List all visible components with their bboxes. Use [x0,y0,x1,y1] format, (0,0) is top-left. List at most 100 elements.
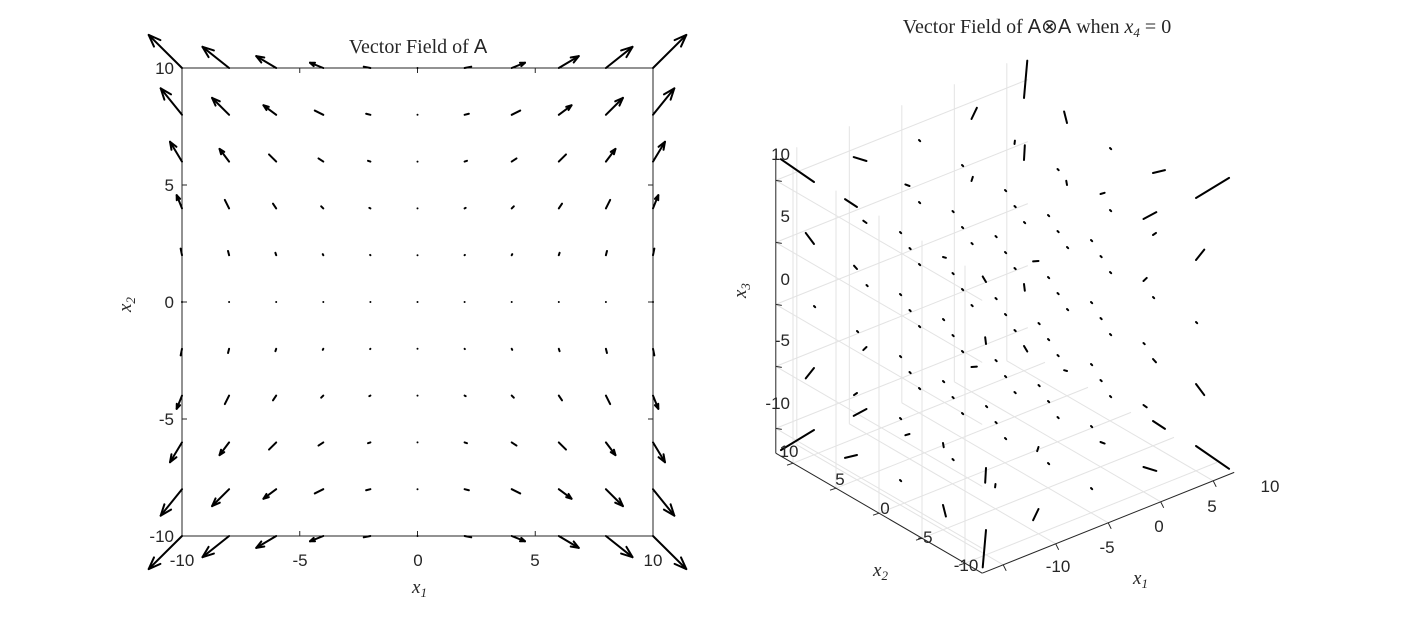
chart2-y-tick [829,487,837,491]
chart2-arrow [1047,462,1051,466]
chart2-gridline [775,141,1028,243]
chart1-arrow [317,441,325,447]
chart2-arrow [1109,147,1113,151]
chart1-arrow [604,535,634,559]
chart2-x-tick-label: -10 [1046,557,1071,576]
chart2-arrow [1013,267,1017,271]
chart1-arrow [510,347,514,351]
chart2-arrow [1036,446,1040,453]
chart2-arrow [994,421,998,425]
chart1-arrow [557,394,563,402]
chart1-arrow [463,206,467,210]
chart1-arrow [652,247,656,257]
chart2-arrow [981,275,987,283]
chart2-arrow [1004,313,1008,317]
chart2-gridline [1006,360,1214,482]
chart1-arrow [169,441,183,464]
chart1-x-tick-labels: -10 -5 0 5 10 [170,551,663,570]
chart1-arrow [201,535,231,559]
chart2-arrow [813,305,817,309]
chart1-arrow [211,96,231,116]
chart1-arrow [557,488,573,500]
chart1-arrow [510,253,514,257]
chart2-arrow [942,256,947,259]
chart2-arrow [1013,205,1017,209]
chart2-x-tick-labels: -10 -5 0 5 10 [1046,477,1280,576]
chart1-arrow [175,194,183,210]
chart2-arrow [862,219,868,224]
chart2-arrow [918,325,922,329]
chart2-arrow [961,288,965,292]
chart1-arrow [147,33,183,69]
chart2-arrows [779,59,1231,569]
chart2-arrow [1109,333,1113,337]
chart2-y-tick [958,562,966,566]
chart2-arrow [994,359,998,363]
chart2-arrow [1195,248,1206,261]
chart1-arrow [604,249,608,257]
chart2-arrow [1004,189,1008,193]
chart1-arrow [313,109,325,116]
chart2-arrow [1142,276,1148,282]
chart2-z-tick-label: 10 [771,145,790,164]
chart2-arrow [1066,246,1070,250]
chart2-arrow [1109,395,1113,399]
chart2-x-tick [1212,480,1217,488]
chart2-gridlines [775,63,1218,566]
chart1-arrow [227,347,231,355]
chart2-z-tick-label: -5 [775,331,790,350]
chart1-arrow [365,488,372,492]
chart1-arrow [308,535,325,543]
chart2-arrow [1056,354,1060,358]
chart2-arrow [942,380,946,384]
chart1-arrow [274,347,278,353]
chart2-x-tick [1107,522,1112,530]
chart1-arrow [255,55,278,69]
chart2-arrow [1142,404,1148,409]
chart1-arrow [652,33,688,69]
chart2-arrow [853,264,858,270]
chart2-arrow [1195,383,1206,397]
chart2-z-tick [775,179,782,182]
chart2-arrow [1142,211,1158,220]
chart1-arrow [557,347,561,353]
chart1-x-tick-label: -10 [170,551,195,570]
chart2-x-tick [1002,564,1007,572]
chart2-arrow [1004,251,1008,255]
chart2-x-tick-label: 5 [1207,497,1216,516]
chart2-arrow [918,139,922,143]
chart2-z-tick-label: 5 [781,207,790,226]
chart1-arrow [320,205,325,210]
chart2-x-tick-label: 10 [1261,477,1280,496]
chart2-arrow [970,175,974,182]
quiver-3d-chart: Vector Field of A⊗A when x4 = 0 10 5 0 -… [730,16,1279,591]
chart1-arrow [463,65,473,69]
chart2-arrow [1152,231,1157,236]
chart2-gridline [954,381,1161,503]
chart2-arrow [1195,445,1231,470]
chart2-arrow [1090,301,1094,305]
chart2-arrow [918,387,922,391]
chart2-arrow [994,235,998,239]
chart2-y-tick [915,537,923,541]
chart2-arrow [1056,168,1060,172]
chart2-z-tick [775,427,782,430]
chart1-arrow [367,441,372,445]
chart2-gridline [835,386,1089,489]
chart1-arrow [652,87,676,116]
chart2-title: Vector Field of A⊗A when x4 = 0 [903,16,1171,40]
chart2-arrow [899,293,903,297]
chart1-arrow [604,488,624,508]
quiver-2d-chart: Vector Field of A -10 -5 0 5 10 -10 -5 0… [115,33,688,600]
chart2-arrow [1013,329,1017,333]
chart1-arrow [463,112,470,116]
chart2-arrow [1152,420,1166,430]
chart1-arrow [652,441,666,464]
chart1-arrow [557,153,567,163]
chart2-arrow [904,433,911,437]
chart1-arrow [604,441,617,457]
chart1-arrow [557,251,561,257]
chart1-arrow [262,104,278,116]
chart2-arrow [1004,375,1008,379]
